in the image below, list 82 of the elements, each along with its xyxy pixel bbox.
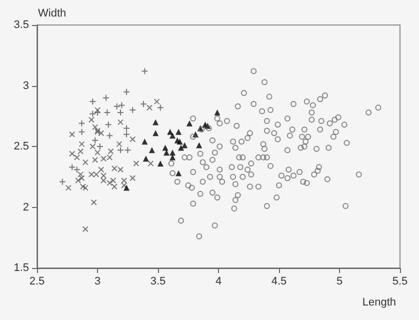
point [102, 94, 110, 102]
point [176, 128, 182, 135]
point [69, 150, 76, 157]
point [186, 120, 192, 126]
point [78, 120, 86, 127]
point [148, 160, 154, 167]
point [88, 116, 94, 123]
point [116, 141, 122, 148]
point [94, 150, 100, 156]
point [130, 175, 136, 182]
y-tick-label: 2 [22, 201, 29, 214]
point [82, 159, 88, 166]
y-axis-title: Width [38, 8, 66, 20]
point [104, 121, 112, 128]
point [141, 68, 148, 75]
x-tick-label: 5 [336, 276, 343, 288]
y-tick-label: 3.5 [14, 19, 29, 31]
point [170, 132, 176, 139]
point [93, 171, 100, 178]
point [162, 144, 168, 151]
point [157, 160, 164, 167]
point [98, 130, 104, 136]
point [123, 88, 130, 96]
point [142, 138, 148, 145]
point [82, 226, 88, 232]
point [80, 184, 86, 190]
point [89, 110, 96, 118]
y-tick-label: 1.5 [14, 262, 29, 274]
y-tick-label: 2.5 [14, 140, 29, 152]
point [117, 166, 124, 173]
point [74, 154, 80, 160]
x-tick-label: 4 [215, 276, 222, 288]
point [90, 199, 97, 206]
point [170, 154, 176, 160]
point [106, 180, 113, 186]
x-axis-title: Length [362, 296, 396, 308]
point [117, 119, 124, 126]
point [78, 175, 85, 182]
x-tick-label: 5.5 [392, 276, 408, 288]
point [113, 102, 120, 110]
point [176, 138, 183, 145]
point [124, 146, 132, 154]
point [104, 108, 111, 116]
point [96, 143, 104, 150]
point [123, 124, 130, 132]
point [196, 142, 202, 148]
point [106, 132, 114, 140]
point [148, 147, 155, 154]
point [170, 150, 176, 156]
point [214, 109, 220, 116]
point [129, 106, 136, 114]
point [178, 144, 184, 151]
point [65, 184, 72, 191]
point [176, 170, 182, 176]
point [111, 165, 118, 172]
point [88, 171, 94, 178]
point [156, 104, 164, 112]
point [90, 144, 96, 150]
point [92, 156, 98, 163]
point [118, 102, 126, 109]
point [154, 98, 160, 105]
point [124, 184, 130, 191]
point [82, 184, 88, 191]
point [92, 136, 99, 144]
y-tick-label: 3 [22, 80, 29, 92]
point [116, 146, 124, 154]
point [152, 119, 159, 126]
point [89, 98, 96, 106]
point [167, 128, 174, 135]
point [78, 128, 86, 136]
x-tick-label: 3 [94, 276, 101, 288]
x-tick-label: 3.5 [150, 276, 166, 288]
point [69, 131, 76, 138]
point [58, 178, 66, 186]
point [116, 108, 124, 116]
point [182, 142, 188, 148]
point [142, 156, 149, 162]
point [163, 150, 170, 156]
point [152, 130, 159, 136]
point [100, 156, 107, 162]
x-tick-label: 4.5 [271, 276, 287, 288]
point [133, 160, 140, 167]
